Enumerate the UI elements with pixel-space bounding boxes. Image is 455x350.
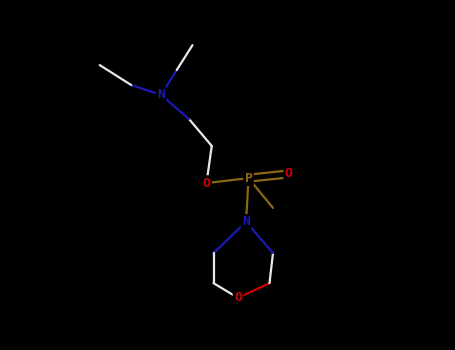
Text: O: O (202, 176, 211, 190)
Text: O: O (234, 291, 242, 304)
Text: O: O (285, 167, 293, 181)
Text: P: P (244, 172, 253, 185)
Text: N: N (242, 215, 250, 229)
Text: N: N (157, 88, 165, 102)
